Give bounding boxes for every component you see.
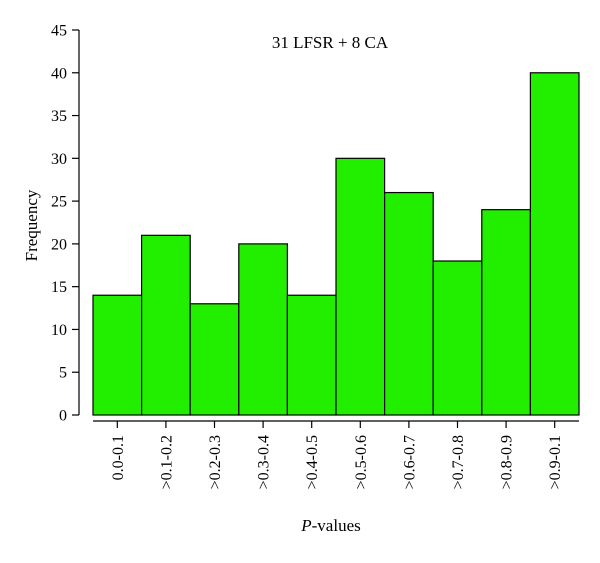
bars-layer bbox=[92, 72, 580, 416]
bar-7 bbox=[432, 260, 483, 416]
bar-8 bbox=[481, 209, 531, 416]
bar-5 bbox=[335, 157, 386, 416]
y-tick-label-5: 5 bbox=[59, 365, 67, 382]
y-tick-label-10: 10 bbox=[51, 322, 67, 339]
x-axis-title-rest: -values bbox=[312, 516, 361, 535]
bar-9 bbox=[529, 72, 580, 416]
x-tick-label-9: >0.9-0.1 bbox=[547, 435, 564, 489]
y-tick-label-25: 25 bbox=[51, 194, 67, 211]
x-tick-label-1: >0.1-0.2 bbox=[158, 435, 175, 489]
y-tick-label-20: 20 bbox=[51, 236, 67, 253]
x-tick-label-4: >0.4-0.5 bbox=[304, 435, 321, 489]
x-axis-title-italic: P bbox=[300, 516, 311, 535]
chart-title: 31 LFSR + 8 CA bbox=[272, 33, 389, 52]
x-tick-label-0: 0.0-0.1 bbox=[110, 435, 127, 480]
bar-6 bbox=[384, 191, 434, 416]
x-tick-label-5: >0.5-0.6 bbox=[353, 435, 370, 489]
bar-4 bbox=[286, 294, 337, 416]
bar-0 bbox=[92, 294, 143, 416]
x-tick-label-8: >0.8-0.9 bbox=[499, 435, 516, 489]
y-axis-title: Frequency bbox=[22, 189, 41, 261]
y-tick-label-15: 15 bbox=[51, 279, 67, 296]
x-axis-title: P-values bbox=[300, 516, 360, 535]
x-tick-label-7: >0.7-0.8 bbox=[450, 435, 467, 489]
y-tick-label-0: 0 bbox=[59, 408, 67, 425]
y-tick-label-45: 45 bbox=[51, 23, 67, 40]
y-tick-label-40: 40 bbox=[51, 65, 67, 82]
y-tick-label-30: 30 bbox=[51, 151, 67, 168]
bar-1 bbox=[141, 234, 191, 416]
x-tick-label-2: >0.2-0.3 bbox=[207, 435, 224, 489]
y-tick-label-35: 35 bbox=[51, 108, 67, 125]
x-tick-label-3: >0.3-0.4 bbox=[256, 435, 273, 489]
bar-3 bbox=[238, 243, 289, 416]
x-axis-ticks: 0.0-0.1 >0.1-0.2 >0.2-0.3 >0.3-0.4 >0.4-0.5 >… bbox=[110, 421, 564, 489]
x-tick-label-6: >0.6-0.7 bbox=[401, 435, 418, 489]
bar-2 bbox=[189, 303, 240, 416]
y-axis-ticks: 0 5 10 15 20 25 30 35 40 45 bbox=[51, 23, 79, 425]
